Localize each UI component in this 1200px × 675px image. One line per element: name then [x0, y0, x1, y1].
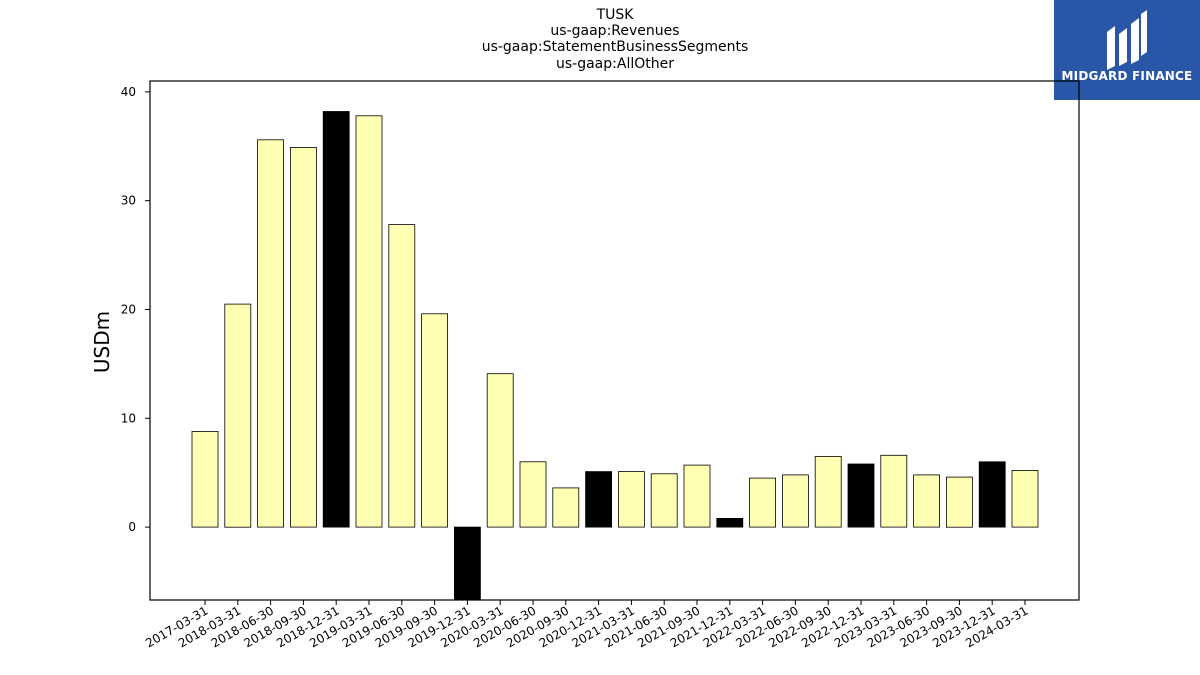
- logo-text: MIDGARD FINANCE: [1061, 69, 1193, 83]
- y-tick-label-40: 40: [121, 85, 136, 99]
- title-line-ticker: TUSK: [596, 7, 634, 23]
- x-axis: 2017-03-312018-03-312018-06-302018-09-30…: [143, 600, 1031, 650]
- bar-2020-09-30: [552, 487, 580, 528]
- bar-2018-09-30: [289, 146, 317, 528]
- bar-2021-03-31: [618, 471, 645, 528]
- bar-2019-09-30: [421, 313, 449, 528]
- y-tick-label-0: 0: [128, 520, 136, 534]
- bar-2019-12-31: [453, 526, 481, 601]
- bar-2023-12-31: [978, 461, 1006, 528]
- bar-2018-12-31: [322, 111, 350, 528]
- y-axis: 0 10 20 30 40: [121, 85, 150, 534]
- bar-2018-03-31: [224, 303, 252, 528]
- bar-2019-03-31: [355, 115, 383, 528]
- bar-2023-09-30: [946, 476, 973, 528]
- bar-2024-03-31: [1011, 470, 1039, 528]
- y-tick-label-10: 10: [121, 411, 136, 425]
- title-line-axis: us-gaap:StatementBusinessSegments: [481, 39, 749, 55]
- bar-2018-06-30: [257, 139, 285, 528]
- bar-2023-06-30: [913, 474, 940, 528]
- bar-2017-03-31: [191, 430, 219, 528]
- bar-2021-09-30: [683, 464, 711, 528]
- y-tick-label-30: 30: [121, 194, 136, 208]
- bar-2020-12-31: [585, 471, 612, 528]
- y-axis-label: USDm: [90, 311, 114, 373]
- plot-frame: [149, 80, 1080, 601]
- y-tick-label-20: 20: [121, 302, 136, 316]
- midgard-finance-logo: MIDGARD FINANCE: [1054, 0, 1200, 100]
- title-line-member: us-gaap:AllOther: [556, 56, 674, 72]
- title-line-concept: us-gaap:Revenues: [550, 23, 680, 39]
- bar-2022-12-31: [847, 463, 875, 528]
- bar-2020-03-31: [486, 373, 514, 528]
- bar-2022-03-31: [749, 477, 776, 528]
- bar-2019-06-30: [388, 224, 416, 528]
- bar-2020-06-30: [519, 461, 547, 528]
- midgard-logo-icon: [1107, 10, 1147, 70]
- bar-2022-09-30: [814, 455, 842, 528]
- bar-2021-12-31: [716, 518, 744, 528]
- bars-group: [191, 111, 1039, 601]
- bar-2021-06-30: [650, 473, 678, 528]
- bar-2023-03-31: [880, 454, 908, 528]
- bar-2022-06-30: [782, 474, 809, 528]
